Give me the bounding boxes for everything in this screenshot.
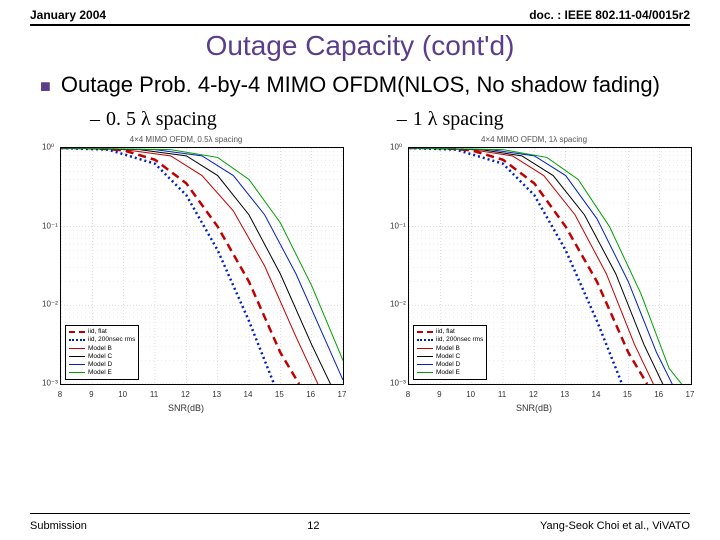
xtick: 12 <box>181 390 190 399</box>
legend-swatch <box>417 331 433 333</box>
header-date: January 2004 <box>30 8 106 22</box>
plot-area-right: iid, flatiid, 200nsec rmsModel BModel CM… <box>408 147 692 385</box>
legend: iid, flatiid, 200nsec rmsModel BModel CM… <box>65 325 139 380</box>
ytick: 10⁰ <box>390 143 402 152</box>
legend-row: Model C <box>417 353 483 361</box>
ytick: 10⁻³ <box>390 379 406 388</box>
xtick: 14 <box>244 390 253 399</box>
legend-swatch <box>69 331 85 333</box>
bullet-square-icon: ■ <box>40 72 51 100</box>
xtick: 15 <box>275 390 284 399</box>
xtick: 16 <box>654 390 663 399</box>
legend-swatch <box>417 339 433 341</box>
legend-row: iid, 200nsec rms <box>69 336 135 344</box>
dash-icon: – <box>397 108 407 131</box>
legend-label: Model D <box>436 361 460 369</box>
ytick: 10⁰ <box>42 143 54 152</box>
legend-swatch <box>69 372 85 373</box>
header-doc: doc. : IEEE 802.11-04/0015r2 <box>529 8 690 22</box>
header-rule <box>30 24 690 26</box>
ytick: 10⁻¹ <box>390 221 406 230</box>
xlabel-left: SNR(dB) <box>20 403 352 413</box>
plot-area-left: iid, flatiid, 200nsec rmsModel BModel CM… <box>60 147 344 385</box>
legend-label: iid, 200nsec rms <box>436 336 483 344</box>
legend-row: iid, 200nsec rms <box>417 336 483 344</box>
legend-row: iid, flat <box>417 328 483 336</box>
legend-row: Model E <box>417 369 483 377</box>
xtick: 12 <box>529 390 538 399</box>
ytick: 10⁻¹ <box>42 221 58 230</box>
xtick: 8 <box>58 390 62 399</box>
legend-row: Model D <box>417 361 483 369</box>
xtick: 14 <box>592 390 601 399</box>
legend-swatch <box>69 339 85 341</box>
legend-swatch <box>417 372 433 373</box>
legend-row: Model C <box>69 353 135 361</box>
xtick: 15 <box>623 390 632 399</box>
legend-swatch <box>417 356 433 357</box>
footer-left: Submission <box>30 520 87 532</box>
legend-label: iid, flat <box>88 328 107 336</box>
legend-label: Model B <box>436 345 460 353</box>
legend-label: iid, 200nsec rms <box>88 336 135 344</box>
footer-rule <box>30 513 690 514</box>
xtick: 10 <box>118 390 127 399</box>
legend-row: Model B <box>69 345 135 353</box>
main-bullet: ■ Outage Prob. 4-by-4 MIMO OFDM(NLOS, No… <box>40 72 680 100</box>
sub-left-text: 0. 5 λ spacing <box>106 108 217 131</box>
legend-label: Model E <box>436 369 460 377</box>
legend-label: Model C <box>88 353 112 361</box>
legend-swatch <box>69 356 85 357</box>
dash-icon: – <box>90 108 100 131</box>
legend-row: iid, flat <box>69 328 135 336</box>
legend-row: Model D <box>69 361 135 369</box>
xtick: 13 <box>212 390 221 399</box>
chart-right: 4×4 MIMO OFDM, 1λ spacing P(C<12.6 bps/H… <box>368 135 700 415</box>
legend-swatch <box>417 364 433 365</box>
legend-row: Model E <box>69 369 135 377</box>
legend: iid, flatiid, 200nsec rmsModel BModel CM… <box>413 325 487 380</box>
footer-center: 12 <box>307 520 319 532</box>
bullet-text: Outage Prob. 4-by-4 MIMO OFDM(NLOS, No s… <box>61 72 660 100</box>
xtick: 17 <box>686 390 695 399</box>
legend-swatch <box>417 348 433 349</box>
legend-row: Model B <box>417 345 483 353</box>
slide-title: Outage Capacity (cont'd) <box>0 30 720 62</box>
xtick: 16 <box>306 390 315 399</box>
chart-left-title: 4×4 MIMO OFDM, 0.5λ spacing <box>20 135 352 144</box>
xtick: 11 <box>150 390 158 399</box>
ytick: 10⁻² <box>42 300 58 309</box>
xtick: 10 <box>466 390 475 399</box>
xtick: 13 <box>560 390 569 399</box>
ytick: 10⁻³ <box>42 379 58 388</box>
legend-swatch <box>69 364 85 365</box>
legend-label: Model C <box>436 353 460 361</box>
legend-label: Model B <box>88 345 112 353</box>
xtick: 9 <box>437 390 441 399</box>
xtick: 17 <box>338 390 347 399</box>
charts-row: 4×4 MIMO OFDM, 0.5λ spacing P(C<12.6 bps… <box>20 135 700 415</box>
xtick: 8 <box>406 390 410 399</box>
xtick: 11 <box>498 390 506 399</box>
footer-right: Yang-Seok Choi et al., ViVATO <box>540 520 690 532</box>
chart-left: 4×4 MIMO OFDM, 0.5λ spacing P(C<12.6 bps… <box>20 135 352 415</box>
legend-swatch <box>69 348 85 349</box>
ytick: 10⁻² <box>390 300 406 309</box>
chart-right-title: 4×4 MIMO OFDM, 1λ spacing <box>368 135 700 144</box>
legend-label: iid, flat <box>436 328 455 336</box>
footer: Submission 12 Yang-Seok Choi et al., ViV… <box>30 520 690 532</box>
sub-bullets-row: – 0. 5 λ spacing – 1 λ spacing <box>0 108 720 131</box>
xtick: 9 <box>89 390 93 399</box>
sub-bullet-left: – 0. 5 λ spacing <box>90 108 217 131</box>
xlabel-right: SNR(dB) <box>368 403 700 413</box>
sub-bullet-right: – 1 λ spacing <box>397 108 504 131</box>
legend-label: Model E <box>88 369 112 377</box>
legend-label: Model D <box>88 361 112 369</box>
sub-right-text: 1 λ spacing <box>413 108 504 131</box>
